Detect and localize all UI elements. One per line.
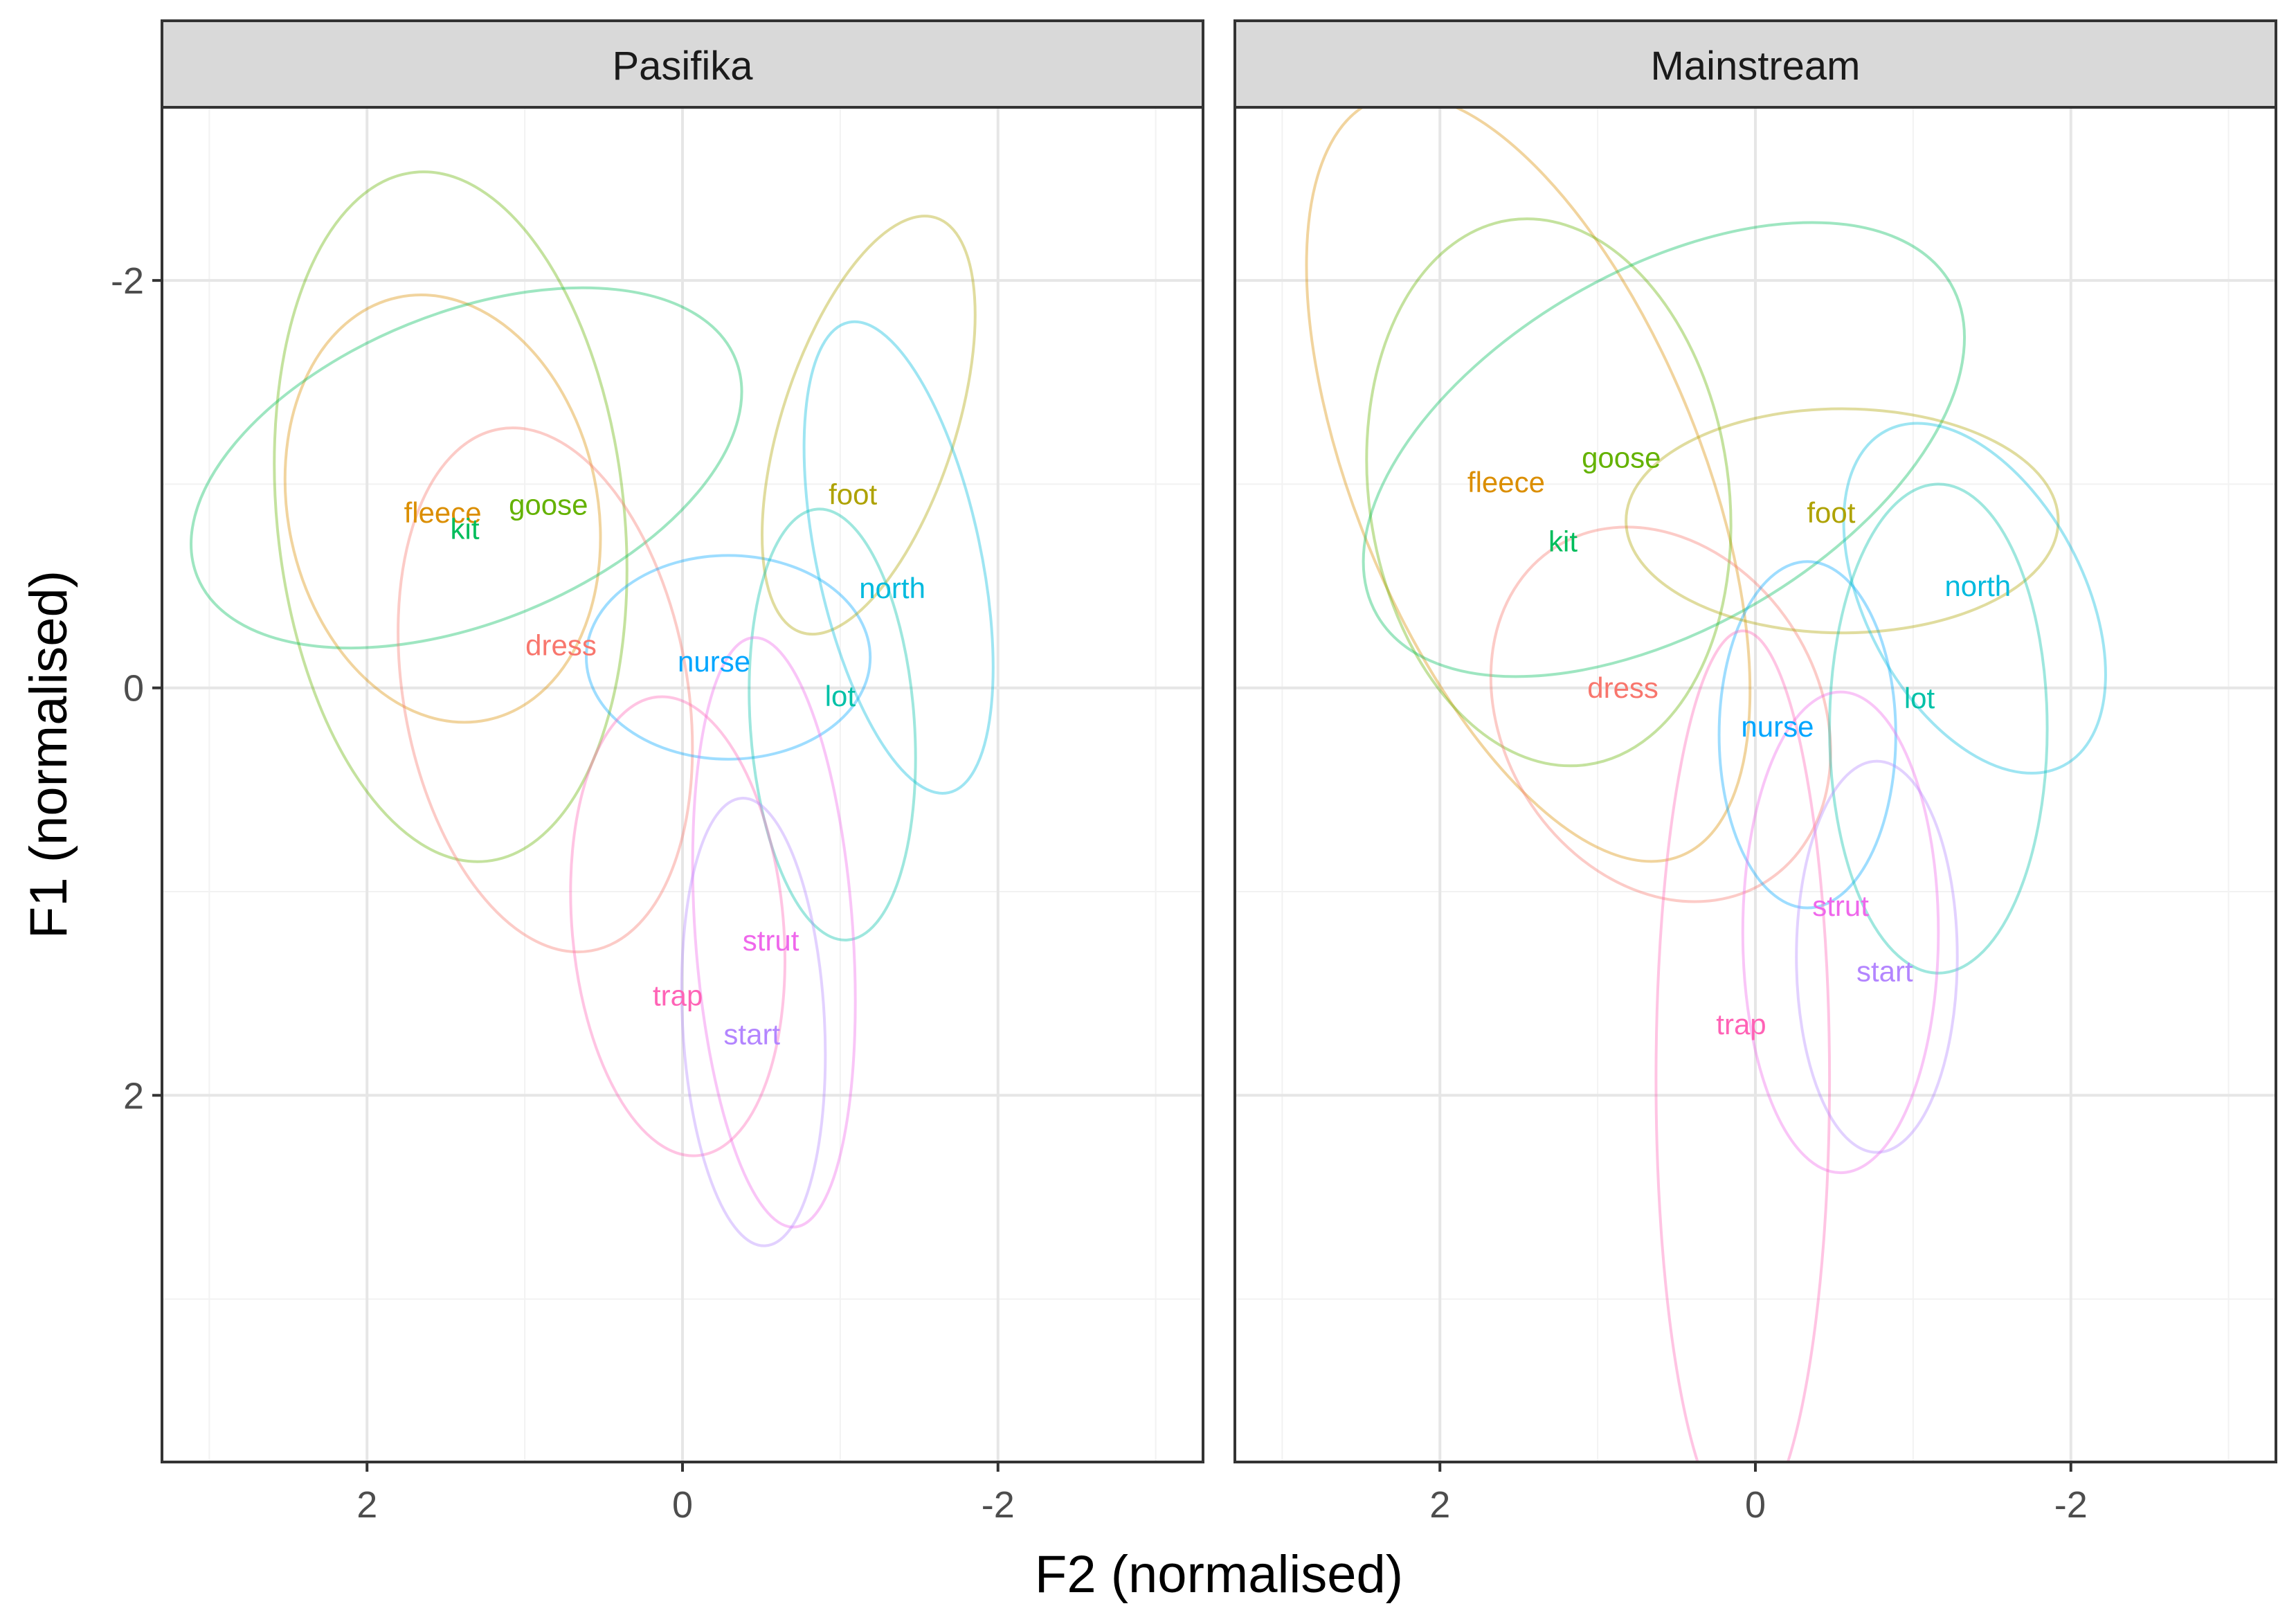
ellipse-foot	[1625, 407, 2060, 635]
vowel-label-strut: strut	[1812, 890, 1869, 922]
ellipse-strut	[1741, 690, 1940, 1175]
vowel-label-lot: lot	[1904, 682, 1935, 714]
ellipses-mainstream	[1305, 107, 2107, 1462]
vowel-label-nurse: nurse	[678, 645, 750, 678]
x-tick-label: 2	[356, 1484, 377, 1526]
ellipse-start	[1795, 759, 1959, 1154]
x-tick-label: 0	[1745, 1484, 1766, 1526]
vowel-label-kit: kit	[1548, 525, 1578, 557]
ellipse-fleece	[1305, 107, 1752, 863]
ellipse-nurse	[584, 554, 872, 761]
ellipse-north	[802, 320, 995, 795]
ellipse-goose	[273, 170, 629, 863]
vowel-label-fleece: fleece	[404, 496, 482, 529]
ellipse-dress	[1489, 525, 1832, 903]
y-axis-title: F1 (normalised)	[19, 570, 78, 939]
ellipse-fleece	[283, 294, 602, 724]
ellipse-kit	[190, 286, 743, 650]
ellipse-foot	[761, 215, 977, 636]
vowel-label-dress: dress	[1587, 671, 1658, 704]
x-tick-label: -2	[982, 1484, 1015, 1526]
vowel-label-dress: dress	[525, 629, 597, 661]
ellipse-dress	[397, 426, 694, 954]
vowel-label-north: north	[859, 572, 925, 604]
panel-pasifika: Pasifika fleece goose kit dress nurse foot nor…	[161, 19, 1204, 1463]
x-axis-ticks: 2 0 -2 2 0 -2	[356, 1462, 2088, 1526]
vowel-label-strut: strut	[743, 924, 799, 957]
ellipse-strut	[691, 636, 857, 1229]
strip-pasifika	[161, 19, 1204, 109]
strip-mainstream	[1233, 19, 2277, 109]
vowel-label-goose: goose	[509, 488, 588, 521]
vowel-label-foot: foot	[829, 478, 877, 511]
ellipses-pasifika	[190, 170, 995, 1247]
ellipse-north	[1842, 422, 2107, 775]
vowel-label-nurse: nurse	[1741, 710, 1814, 743]
x-axis-title: F2 (normalised)	[1035, 1545, 1403, 1604]
x-tick-label: 2	[1429, 1484, 1450, 1526]
y-tick-label: 0	[123, 668, 144, 710]
strip-title-pasifika: Pasifika	[612, 44, 753, 89]
ellipse-goose	[1365, 217, 1733, 768]
vowel-label-fleece: fleece	[1467, 466, 1545, 498]
ellipse-trap	[569, 695, 786, 1157]
vowel-label-trap: trap	[653, 980, 703, 1012]
x-tick-label: 0	[672, 1484, 693, 1526]
ellipse-start	[680, 797, 827, 1247]
vowel-label-kit: kit	[451, 513, 480, 545]
y-tick-label: 2	[123, 1075, 144, 1117]
y-axis-ticks: -2 0 2	[111, 260, 162, 1117]
vowel-label-start: start	[723, 1018, 780, 1051]
vowel-label-start: start	[1856, 955, 1913, 987]
plot-area-pasifika: fleece goose kit dress nurse foot north lot stru…	[161, 106, 1204, 1463]
vowel-label-lot: lot	[825, 680, 856, 712]
ellipse-lot	[1828, 482, 2049, 975]
ellipse-trap	[1654, 629, 1832, 1462]
vowel-label-north: north	[1944, 570, 2011, 602]
vowel-label-foot: foot	[1807, 496, 1855, 529]
y-tick-label: -2	[111, 260, 144, 302]
ellipse-nurse	[1717, 560, 1897, 910]
vowel-label-trap: trap	[1716, 1008, 1766, 1040]
strip-title-mainstream: Mainstream	[1651, 44, 1861, 89]
ellipse-lot	[748, 507, 917, 941]
x-tick-label: -2	[2054, 1484, 2088, 1526]
vowel-label-goose: goose	[1582, 442, 1661, 474]
ellipse-kit	[1362, 221, 1967, 678]
